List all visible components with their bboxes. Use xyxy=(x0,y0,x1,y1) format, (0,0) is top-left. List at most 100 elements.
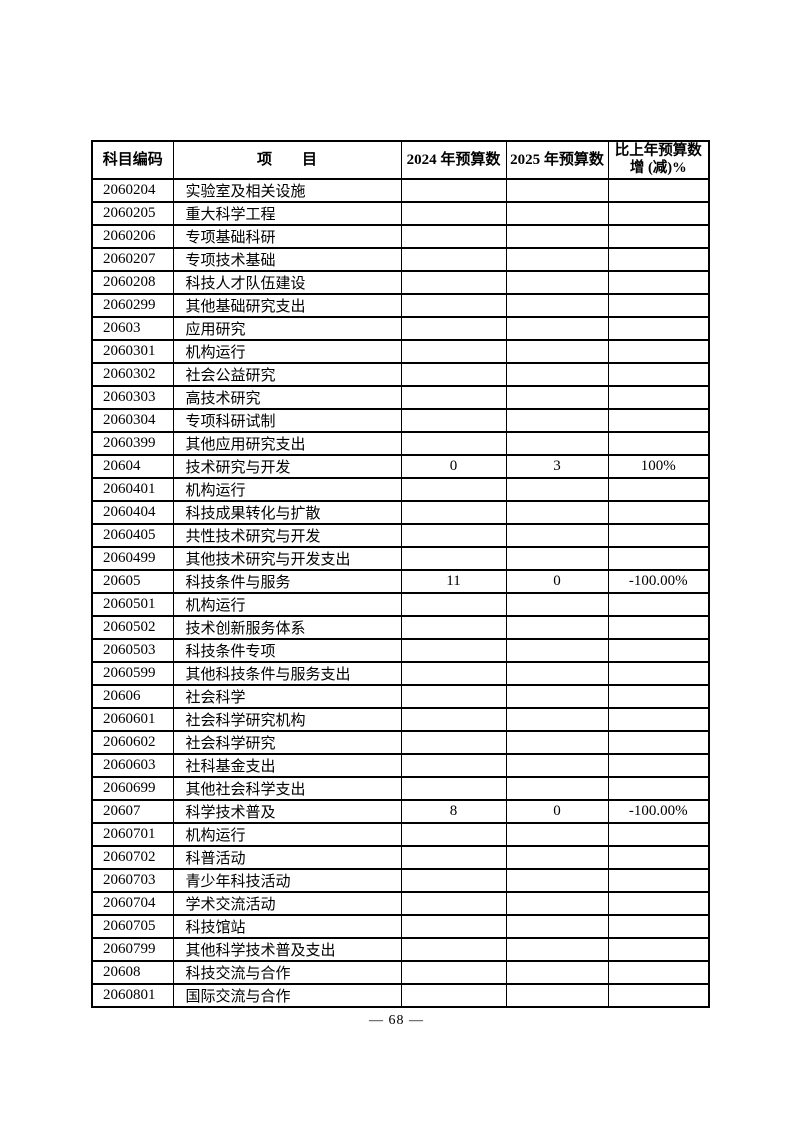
cell-item: 科学技术普及 xyxy=(172,799,402,824)
cell-change-percent xyxy=(607,845,710,870)
cell-change-percent xyxy=(607,592,710,617)
cell-subject-code: 2060799 xyxy=(91,937,174,962)
cell-subject-code: 2060503 xyxy=(91,638,174,663)
cell-budget-2025 xyxy=(505,201,609,226)
cell-item: 技术创新服务体系 xyxy=(172,615,402,640)
cell-budget-2024 xyxy=(400,247,507,272)
cell-budget-2025 xyxy=(505,385,609,410)
table-row: 20604 技术研究与开发 0 3 100% xyxy=(91,454,710,479)
cell-item: 专项技术基础 xyxy=(172,247,402,272)
cell-item: 其他技术研究与开发支出 xyxy=(172,546,402,571)
cell-budget-2025 xyxy=(505,178,609,203)
cell-subject-code: 20604 xyxy=(91,454,174,479)
cell-budget-2025 xyxy=(505,408,609,433)
cell-budget-2024 xyxy=(400,201,507,226)
cell-budget-2024 xyxy=(400,178,507,203)
cell-item: 国际交流与合作 xyxy=(172,983,402,1008)
cell-budget-2024 xyxy=(400,500,507,525)
cell-change-percent: 100% xyxy=(607,454,710,479)
cell-subject-code: 2060704 xyxy=(91,891,174,916)
cell-budget-2024 xyxy=(400,270,507,295)
cell-change-percent xyxy=(607,937,710,962)
cell-budget-2025 xyxy=(505,316,609,341)
cell-subject-code: 20605 xyxy=(91,569,174,594)
cell-subject-code: 2060205 xyxy=(91,201,174,226)
cell-budget-2025 xyxy=(505,500,609,525)
cell-budget-2024 xyxy=(400,592,507,617)
cell-budget-2024 xyxy=(400,293,507,318)
cell-budget-2025: 0 xyxy=(505,569,609,594)
cell-change-percent xyxy=(607,891,710,916)
table-header-row: 科目编码 项 目 2024 年预算数 2025 年预算数 比上年预算数 增 (减… xyxy=(91,140,710,180)
cell-change-percent xyxy=(607,914,710,939)
cell-budget-2025 xyxy=(505,914,609,939)
table-row: 2060405 共性技术研究与开发 xyxy=(91,523,710,548)
cell-budget-2025 xyxy=(505,431,609,456)
cell-subject-code: 2060499 xyxy=(91,546,174,571)
cell-change-percent xyxy=(607,293,710,318)
cell-item: 社会科学 xyxy=(172,684,402,709)
cell-item: 科技交流与合作 xyxy=(172,960,402,985)
table-row: 2060299 其他基础研究支出 xyxy=(91,293,710,318)
cell-change-percent xyxy=(607,684,710,709)
cell-change-percent xyxy=(607,983,710,1008)
cell-subject-code: 2060705 xyxy=(91,914,174,939)
cell-budget-2024 xyxy=(400,339,507,364)
table-row: 2060501 机构运行 xyxy=(91,592,710,617)
cell-budget-2024: 11 xyxy=(400,569,507,594)
cell-budget-2024 xyxy=(400,661,507,686)
cell-subject-code: 2060603 xyxy=(91,753,174,778)
header-budget-2024: 2024 年预算数 xyxy=(400,140,507,180)
cell-budget-2025 xyxy=(505,638,609,663)
cell-budget-2025 xyxy=(505,983,609,1008)
cell-change-percent xyxy=(607,615,710,640)
cell-budget-2024 xyxy=(400,408,507,433)
cell-budget-2024 xyxy=(400,385,507,410)
cell-item: 学术交流活动 xyxy=(172,891,402,916)
table-row: 2060704 学术交流活动 xyxy=(91,891,710,916)
table-row: 2060603 社科基金支出 xyxy=(91,753,710,778)
cell-budget-2024 xyxy=(400,546,507,571)
table-row: 2060399 其他应用研究支出 xyxy=(91,431,710,456)
cell-budget-2025 xyxy=(505,776,609,801)
table-row: 2060601 社会科学研究机构 xyxy=(91,707,710,732)
cell-subject-code: 2060405 xyxy=(91,523,174,548)
cell-item: 其他科技条件与服务支出 xyxy=(172,661,402,686)
cell-budget-2025 xyxy=(505,224,609,249)
cell-budget-2024 xyxy=(400,684,507,709)
cell-item: 科技成果转化与扩散 xyxy=(172,500,402,525)
cell-item: 青少年科技活动 xyxy=(172,868,402,893)
cell-budget-2025 xyxy=(505,477,609,502)
cell-change-percent xyxy=(607,385,710,410)
cell-change-percent xyxy=(607,316,710,341)
table-row: 2060799 其他科学技术普及支出 xyxy=(91,937,710,962)
cell-subject-code: 2060404 xyxy=(91,500,174,525)
cell-item: 其他应用研究支出 xyxy=(172,431,402,456)
cell-budget-2024: 0 xyxy=(400,454,507,479)
cell-item: 其他基础研究支出 xyxy=(172,293,402,318)
cell-budget-2025: 0 xyxy=(505,799,609,824)
cell-subject-code: 2060204 xyxy=(91,178,174,203)
cell-change-percent xyxy=(607,638,710,663)
cell-subject-code: 2060304 xyxy=(91,408,174,433)
cell-subject-code: 2060703 xyxy=(91,868,174,893)
cell-budget-2024 xyxy=(400,730,507,755)
table-row: 2060499 其他技术研究与开发支出 xyxy=(91,546,710,571)
table-row: 2060304 专项科研试制 xyxy=(91,408,710,433)
cell-subject-code: 2060301 xyxy=(91,339,174,364)
cell-budget-2024 xyxy=(400,914,507,939)
cell-item: 社会科学研究 xyxy=(172,730,402,755)
cell-budget-2024 xyxy=(400,523,507,548)
cell-change-percent xyxy=(607,500,710,525)
cell-subject-code: 2060602 xyxy=(91,730,174,755)
header-budget-2025: 2025 年预算数 xyxy=(505,140,609,180)
cell-change-percent xyxy=(607,178,710,203)
table-row: 20608 科技交流与合作 xyxy=(91,960,710,985)
table-row: 2060801 国际交流与合作 xyxy=(91,983,710,1008)
cell-budget-2025 xyxy=(505,339,609,364)
cell-change-percent xyxy=(607,661,710,686)
cell-item: 科技条件与服务 xyxy=(172,569,402,594)
cell-budget-2025 xyxy=(505,362,609,387)
cell-budget-2025 xyxy=(505,592,609,617)
cell-change-percent xyxy=(607,339,710,364)
